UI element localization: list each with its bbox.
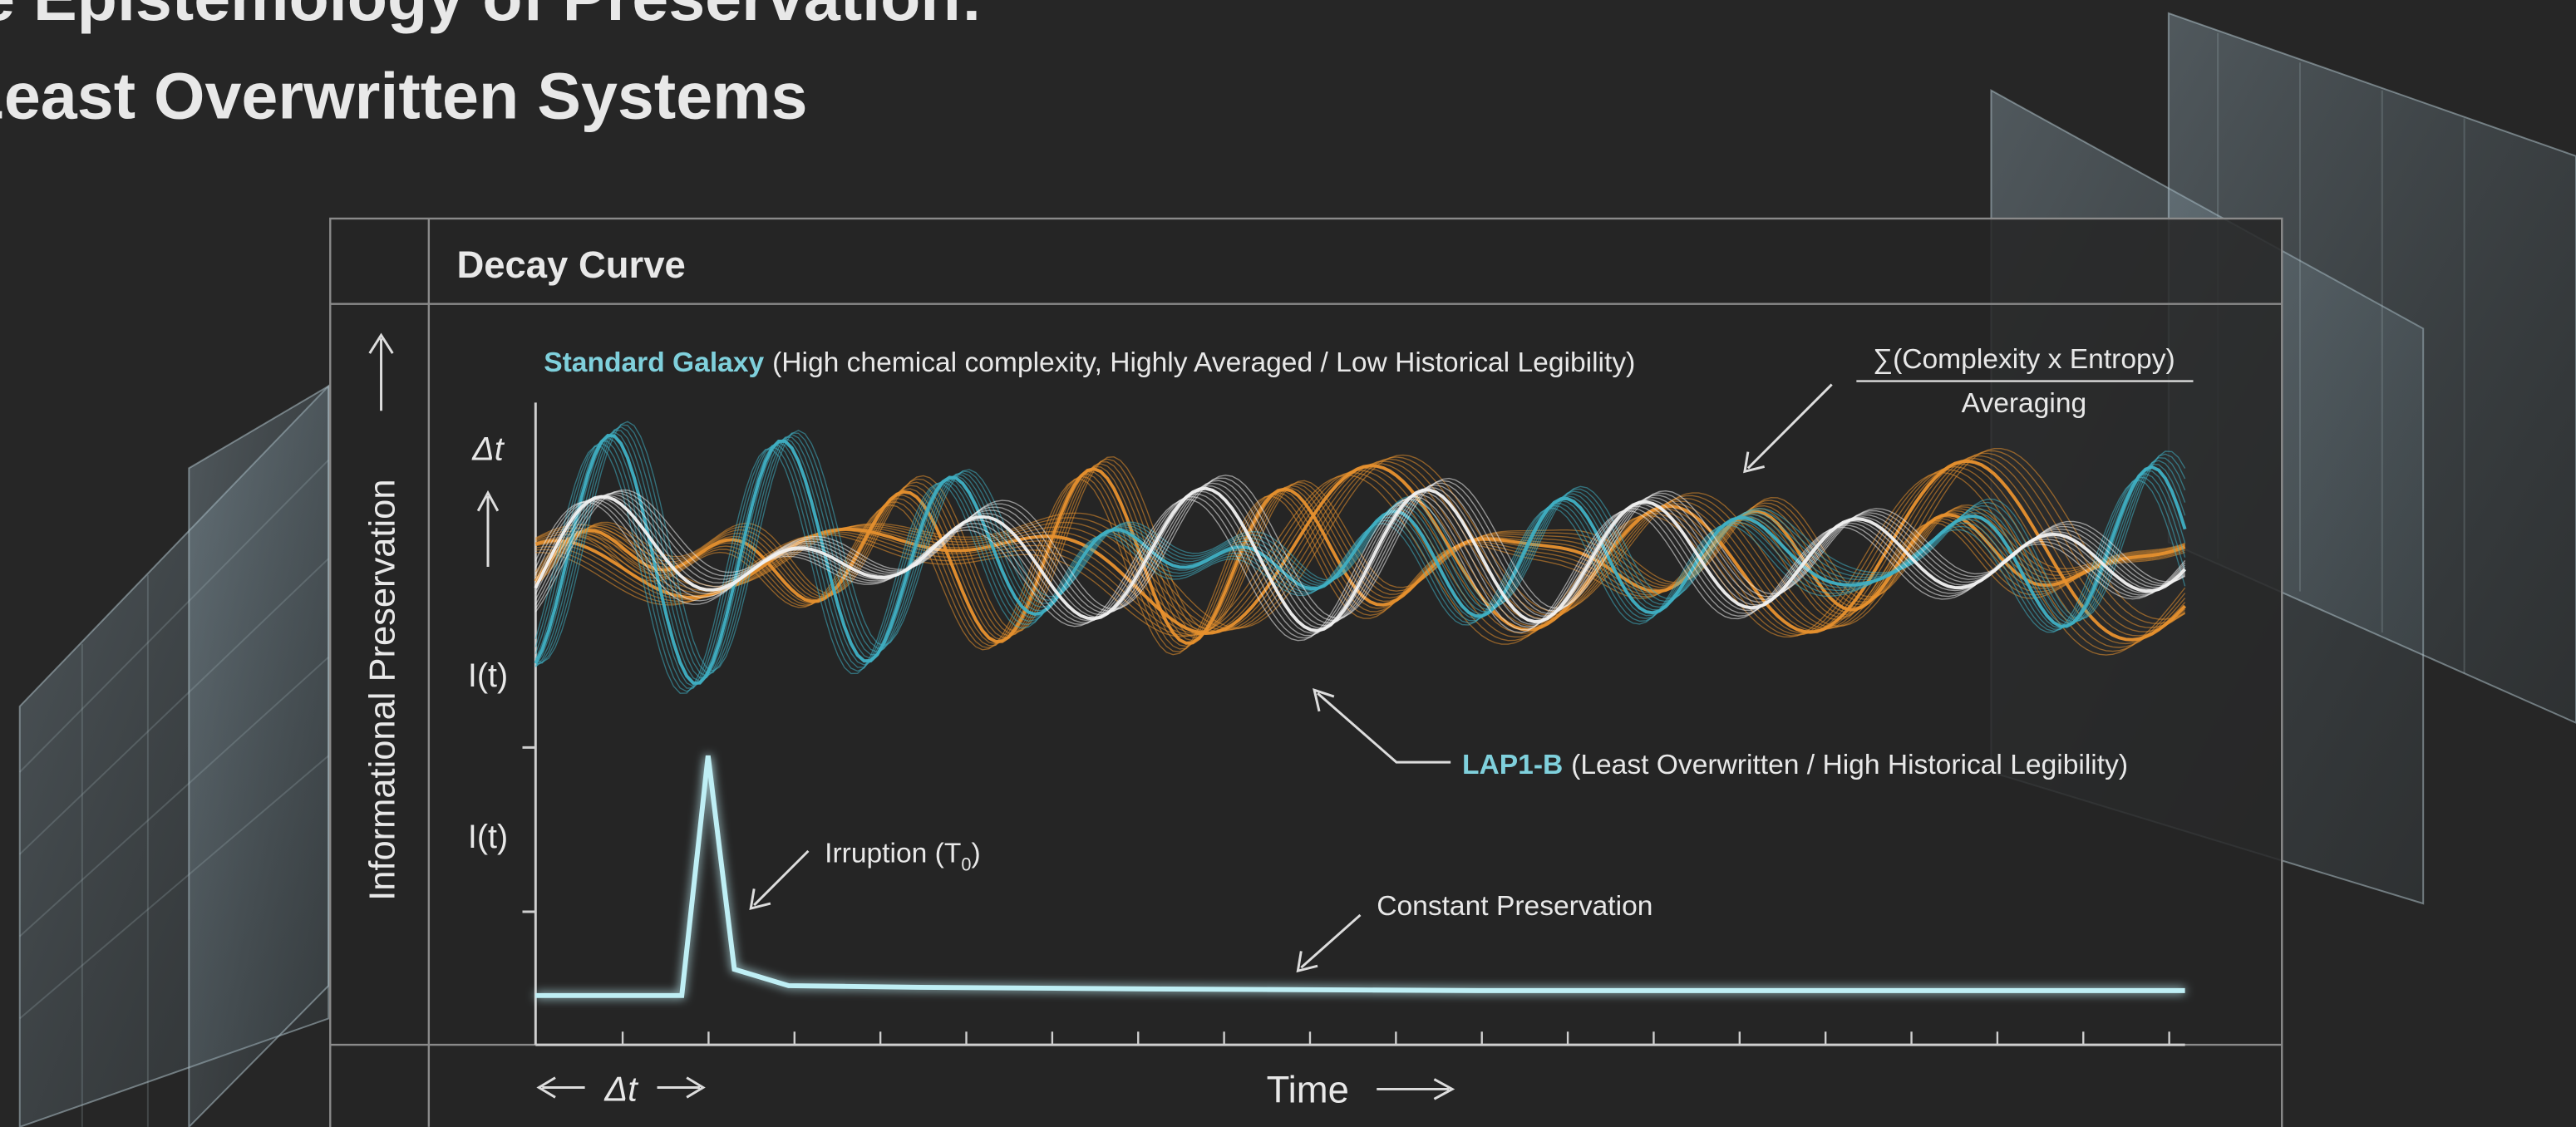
wave-line — [534, 482, 2186, 627]
wave-line — [534, 498, 2186, 642]
wave-line — [534, 485, 2186, 629]
lap1b-label: LAP1-B (Least Overwritten / High Historic… — [1462, 750, 2128, 780]
annotation: ) — [971, 839, 980, 869]
arrow — [1313, 687, 1451, 764]
wave-line — [534, 478, 2185, 656]
delta-label: Δt — [471, 431, 505, 467]
series-description: (High chemical complexity, Highly Averag… — [772, 347, 1635, 378]
standard-galaxy-label: Standard Galaxy (High chemical complexity… — [544, 347, 1635, 378]
wave-line — [534, 495, 2186, 639]
y-axis-title: Informational Preservation — [362, 332, 402, 901]
wave-line — [535, 472, 2186, 656]
axes — [522, 402, 2185, 1046]
wave-line — [534, 426, 2186, 677]
intensity-label: I(t) — [468, 819, 508, 855]
wave-line — [534, 477, 2185, 622]
x-delta-label: Δt — [603, 1069, 638, 1108]
y-axis-label: Informational Preservation — [362, 479, 402, 900]
wave-line — [534, 436, 2186, 687]
arrow — [536, 1076, 706, 1099]
wave-line — [534, 480, 2186, 624]
series-name: LAP1-B — [1462, 750, 1563, 780]
arrow — [1377, 1078, 1455, 1100]
lap1b-curve — [535, 755, 2185, 998]
arrow — [1743, 383, 1833, 474]
wave-line — [534, 434, 2187, 685]
arrow — [368, 332, 394, 411]
series-description: (Least Overwritten / High Historical Leg… — [1571, 750, 2128, 780]
wave-mesh — [534, 421, 2187, 694]
arrow — [1296, 913, 1362, 973]
wave-line — [534, 490, 2186, 634]
wave-line — [534, 493, 2186, 637]
panel-title: Decay Curve — [456, 244, 685, 286]
intensity-label: I(t) — [468, 657, 508, 694]
wave-line — [534, 467, 2186, 645]
series-name: Standard Galaxy — [544, 347, 764, 378]
wave-line — [534, 475, 2185, 619]
annotation: Irruption (T — [825, 839, 961, 869]
formula-denominator: Averaging — [1962, 388, 2087, 419]
title-line: Least Overwritten Systems — [0, 58, 807, 132]
constant-label: Constant Preservation — [1377, 891, 1652, 922]
arrow — [476, 490, 500, 567]
subscript: 0 — [961, 854, 971, 875]
wave-line — [534, 463, 2185, 638]
wave-line — [534, 486, 2187, 632]
arrow — [749, 849, 810, 911]
x-axis-label: Time — [1267, 1068, 1349, 1110]
wave-line — [534, 440, 2186, 689]
irruption-label: Irruption (T0) — [825, 839, 980, 875]
formula-numerator: ∑(Complexity x Entropy) — [1873, 344, 2175, 375]
title-line: The Epistemology of Preservation: — [0, 0, 983, 34]
panel-frame — [329, 217, 2283, 1127]
x-ticks — [621, 1031, 2170, 1046]
